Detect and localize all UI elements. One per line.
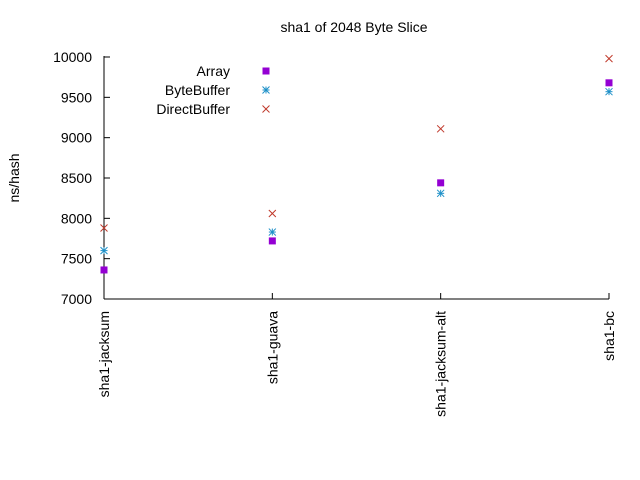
x-tick-label: sha1-jacksum [96,311,112,397]
data-point-bytebuffer [436,189,445,198]
x-tick-label: sha1-jacksum-alt [433,311,449,417]
y-axis-label: ns/hash [6,153,22,202]
data-point-bytebuffer [268,228,277,236]
y-tick-label: 8500 [61,170,92,186]
y-tick-label: 10000 [53,49,92,65]
data-point-array [100,266,108,274]
data-point-array [268,237,276,245]
x-tick-label: sha1-guava [264,311,280,384]
legend-label: DirectBuffer [156,101,230,117]
y-tick-label: 8000 [61,210,92,226]
legend-marker-array [262,67,270,75]
data-point-directbuffer [100,224,108,232]
legend-marker-directbuffer [262,105,270,113]
legend: Array ByteBuffer DirectBuffer [156,63,270,117]
data-marks [100,54,613,274]
y-tick-label: 7500 [61,251,92,267]
legend-label: ByteBuffer [165,82,230,98]
data-point-directbuffer [605,54,613,63]
y-tick-label: 9000 [61,130,92,146]
data-point-directbuffer [436,124,445,133]
legend-marker-bytebuffer [262,86,270,94]
chart-title: sha1 of 2048 Byte Slice [280,19,427,35]
data-point-array [605,79,613,87]
legend-label: Array [197,63,230,79]
tick-labels: 7000 7500 8000 8500 9000 9500 10000 sha1-jacksu… [53,49,617,417]
x-tick-label: sha1-bc [601,311,617,361]
y-tick-label: 7000 [61,291,92,307]
data-point-directbuffer [268,209,277,218]
data-point-array [437,179,445,187]
axes [103,56,610,300]
data-point-bytebuffer [605,87,613,96]
data-point-bytebuffer [100,246,108,255]
y-tick-label: 9500 [61,89,92,105]
